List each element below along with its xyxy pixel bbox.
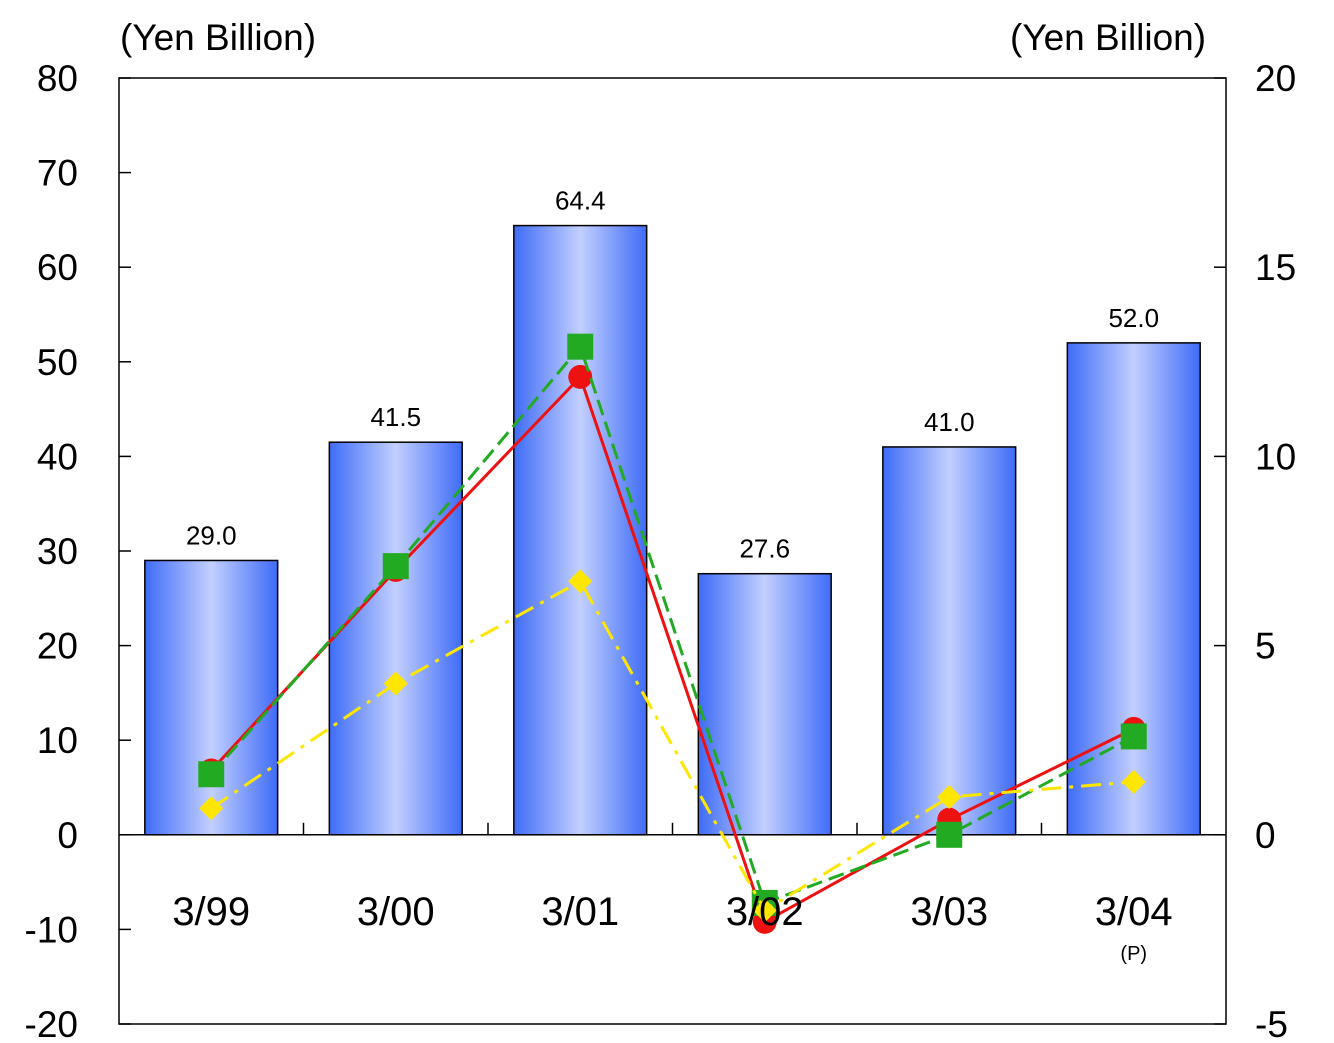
left-tick-label: 60 bbox=[37, 247, 78, 288]
right-tick-label: 15 bbox=[1255, 247, 1296, 288]
bar bbox=[882, 446, 1017, 836]
bar-data-label: 64.4 bbox=[555, 186, 606, 216]
category-label: 3/99 bbox=[172, 890, 250, 934]
series-marker-square bbox=[198, 761, 225, 788]
bar-data-label: 41.0 bbox=[924, 407, 975, 437]
left-tick-label: 20 bbox=[37, 626, 78, 667]
category-label: 3/04 bbox=[1095, 890, 1173, 934]
series-line bbox=[210, 345, 1135, 905]
left-tick-label: -10 bbox=[25, 909, 78, 950]
right-tick-label: -5 bbox=[1255, 1004, 1288, 1043]
series-marker-square bbox=[567, 333, 594, 360]
series-marker-circle bbox=[568, 364, 593, 389]
left-tick-label: 30 bbox=[37, 531, 78, 572]
series-line bbox=[210, 375, 1135, 924]
left-tick-label: 50 bbox=[37, 342, 78, 383]
left-tick-label: -20 bbox=[25, 1004, 78, 1043]
left-tick-label: 0 bbox=[57, 815, 78, 856]
bar bbox=[144, 559, 279, 836]
category-label: 3/03 bbox=[910, 890, 988, 934]
left-tick-label: 80 bbox=[37, 58, 78, 99]
series-marker-diamond bbox=[937, 784, 962, 809]
category-label: 3/02 bbox=[726, 890, 804, 934]
left-axis-unit-label: (Yen Billion) bbox=[120, 17, 316, 58]
left-tick-label: 70 bbox=[37, 153, 78, 194]
bar-data-label: 41.5 bbox=[370, 402, 421, 432]
series-marker-square bbox=[936, 821, 963, 848]
bar-data-label: 29.0 bbox=[186, 520, 237, 550]
plot-area bbox=[118, 77, 1227, 1025]
category-label: 3/00 bbox=[357, 890, 435, 934]
right-tick-label: 20 bbox=[1255, 58, 1296, 99]
right-tick-label: 10 bbox=[1255, 436, 1296, 477]
series-marker-diamond bbox=[199, 796, 224, 821]
series-marker-diamond bbox=[1121, 769, 1146, 794]
left-axis: 80 70 60 50 40 30 20 10 0 -10 -20 bbox=[25, 58, 131, 1043]
series-marker-diamond bbox=[752, 898, 777, 923]
series-marker-diamond bbox=[383, 671, 408, 696]
line-series bbox=[198, 333, 1147, 934]
right-axis: 20 15 10 5 0 -5 bbox=[1214, 58, 1296, 1043]
left-tick-label: 10 bbox=[37, 720, 78, 761]
bar bbox=[697, 572, 832, 836]
bar-data-label: 27.6 bbox=[739, 534, 790, 564]
series-marker-diamond bbox=[568, 569, 593, 594]
bar bbox=[513, 224, 648, 836]
bar bbox=[328, 441, 463, 836]
right-axis-unit-label: (Yen Billion) bbox=[1010, 17, 1206, 58]
right-tick-label: 0 bbox=[1255, 815, 1276, 856]
category-label: 3/01 bbox=[541, 890, 619, 934]
bar bbox=[1066, 342, 1201, 836]
series-3 bbox=[199, 569, 1146, 923]
series-marker-square bbox=[1120, 723, 1147, 750]
category-axis: 3/99 3/00 3/01 3/02 3/03 3/04 (P) bbox=[172, 890, 1172, 965]
series-marker-square bbox=[382, 553, 409, 580]
left-tick-label: 40 bbox=[37, 436, 78, 477]
series-line bbox=[210, 579, 1134, 912]
series-2 bbox=[198, 333, 1147, 916]
bar-data-label: 52.0 bbox=[1108, 303, 1159, 333]
right-tick-label: 5 bbox=[1255, 626, 1276, 667]
bar-series: 29.0 41.5 64.4 27.6 41.0 52.0 bbox=[144, 186, 1201, 836]
category-note: (P) bbox=[1120, 943, 1147, 965]
zero-baseline bbox=[119, 822, 1226, 836]
